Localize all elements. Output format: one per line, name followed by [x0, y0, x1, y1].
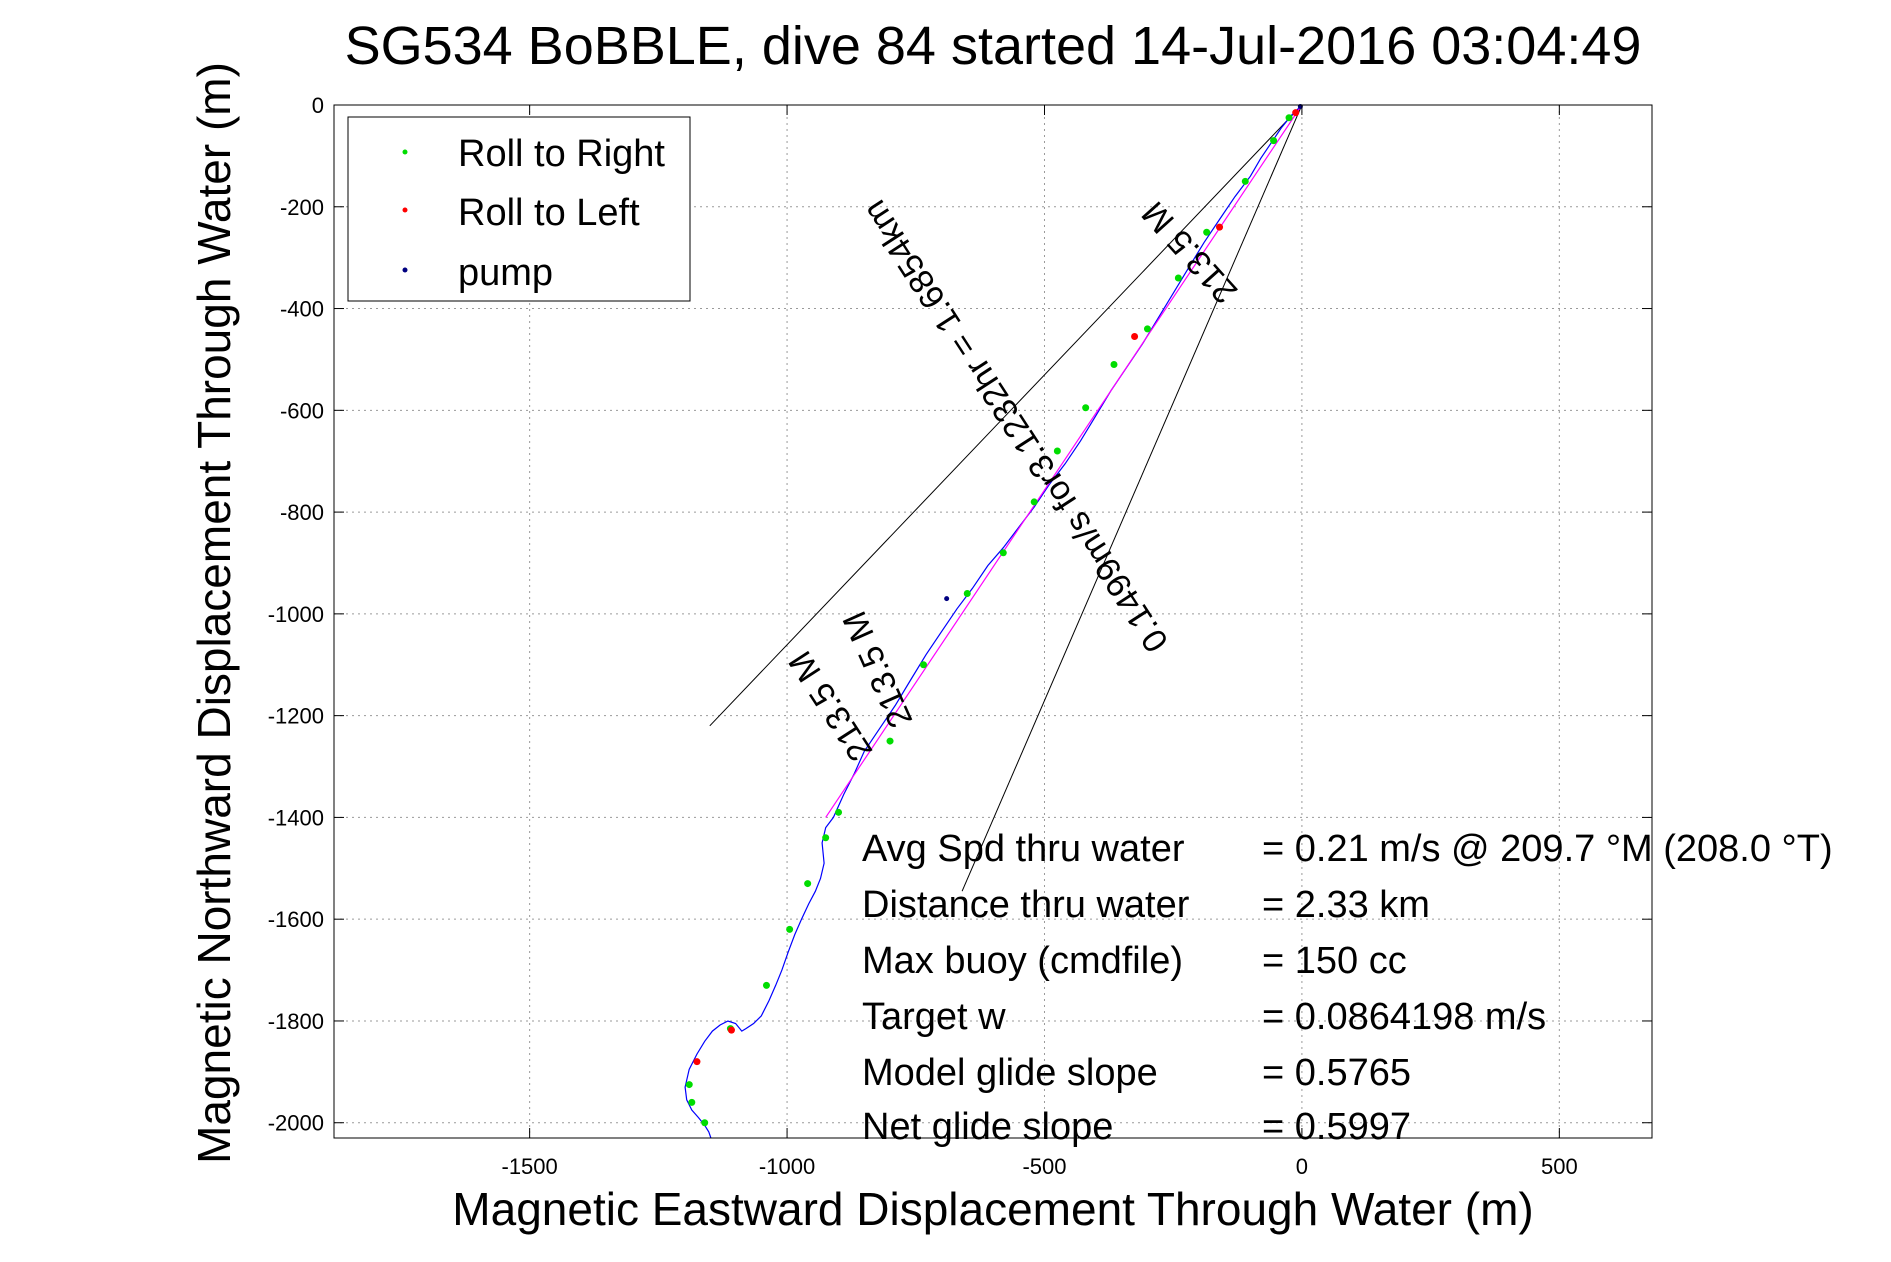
roll-to-right-marker [963, 590, 971, 598]
legend-label-roll-right: Roll to Right [458, 133, 665, 175]
roll-to-right-marker [822, 834, 830, 842]
net-displacement-line [825, 104, 1303, 818]
y-tick-label: -600 [280, 398, 324, 423]
roll-to-right-marker [999, 549, 1007, 557]
pump-marker [944, 596, 950, 602]
legend-label-roll-left: Roll to Left [458, 192, 640, 234]
roll-to-right-marker [1285, 114, 1293, 122]
stat-value-net-glide: = 0.5997 [1262, 1106, 1411, 1148]
wedge-left-line [709, 104, 1303, 727]
track-lines [684, 104, 1303, 1139]
x-tick-label: -500 [1022, 1154, 1066, 1179]
y-tick-label: -1800 [268, 1009, 324, 1034]
roll-to-right-marker [1203, 228, 1211, 236]
roll-to-right-marker [1270, 137, 1278, 145]
stat-value-max-buoy: = 150 cc [1262, 940, 1407, 982]
stat-value-distance: = 2.33 km [1262, 884, 1430, 926]
stat-label-target-w: Target w [862, 996, 1006, 1038]
legend-marker-roll-right [402, 149, 408, 155]
roll-to-right-marker [804, 880, 812, 888]
y-tick-label: -200 [280, 195, 324, 220]
roll-to-right-marker [688, 1098, 696, 1106]
stat-value-model-glide: = 0.5765 [1262, 1052, 1411, 1094]
roll-markers [685, 104, 1303, 1127]
roll-to-right-marker [1110, 361, 1118, 369]
stat-label-max-buoy: Max buoy (cmdfile) [862, 940, 1183, 982]
legend-label-pump: pump [458, 252, 553, 294]
x-tick-label: 0 [1296, 1154, 1308, 1179]
y-tick-label: -1000 [268, 602, 324, 627]
chart-title: SG534 BoBBLE, dive 84 started 14-Jul-201… [345, 16, 1642, 76]
roll-to-right-marker [1241, 177, 1249, 185]
wedge-right-line [961, 104, 1303, 892]
stat-value-avg-speed: = 0.21 m/s @ 209.7 °M (208.0 °T) [1262, 828, 1833, 870]
roll-to-right-marker [762, 981, 770, 989]
legend-marker-roll-left [402, 207, 408, 213]
stat-label-avg-speed: Avg Spd thru water [862, 828, 1185, 870]
stat-value-target-w: = 0.0864198 m/s [1262, 996, 1546, 1038]
roll-to-right-marker [886, 737, 894, 745]
y-tick-label: -1400 [268, 805, 324, 830]
x-tick-label: -1500 [502, 1154, 558, 1179]
stats-block: Avg Spd thru water = 0.21 m/s @ 209.7 °M… [862, 828, 1833, 1148]
x-tick-label: 500 [1541, 1154, 1578, 1179]
stat-label-net-glide: Net glide slope [862, 1106, 1113, 1148]
x-tick-label: -1000 [759, 1154, 815, 1179]
roll-to-right-marker [1030, 498, 1038, 506]
roll-to-right-marker [786, 925, 794, 933]
roll-to-right-marker [1174, 274, 1182, 282]
roll-to-left-marker [1292, 109, 1300, 117]
y-tick-label: 0 [312, 93, 324, 118]
axis-ticks: -1500 -1000 -500 0 500 0 -200 -400 -600 -800 -1000… [268, 93, 1652, 1179]
roll-to-left-marker [693, 1058, 701, 1066]
y-tick-label: -400 [280, 297, 324, 322]
roll-to-right-marker [701, 1119, 709, 1127]
legend-marker-pump [402, 267, 408, 273]
dive-track-line [684, 104, 1303, 1139]
x-axis-label: Magnetic Eastward Displacement Through W… [452, 1183, 1533, 1235]
roll-to-right-marker [1143, 325, 1151, 333]
roll-to-right-marker [1053, 447, 1061, 455]
roll-to-right-marker [685, 1081, 693, 1089]
stat-label-distance: Distance thru water [862, 884, 1190, 926]
legend: Roll to Right Roll to Left pump [347, 116, 691, 302]
grid-lines [334, 104, 1652, 1138]
roll-to-right-marker [835, 808, 843, 816]
plot-frame [333, 104, 1653, 1139]
roll-to-left-marker [1131, 333, 1139, 341]
y-axis-label: Magnetic Northward Displacement Through … [188, 62, 240, 1164]
roll-to-left-marker [727, 1026, 735, 1034]
y-tick-label: -2000 [268, 1111, 324, 1136]
roll-to-right-marker [919, 661, 927, 669]
roll-to-right-marker [1082, 404, 1090, 412]
roll-to-left-marker [1216, 223, 1224, 231]
y-tick-label: -1200 [268, 704, 324, 729]
heading-wedge-lines [709, 104, 1303, 892]
y-tick-label: -800 [280, 500, 324, 525]
stat-label-model-glide: Model glide slope [862, 1052, 1158, 1094]
y-tick-label: -1600 [268, 907, 324, 932]
